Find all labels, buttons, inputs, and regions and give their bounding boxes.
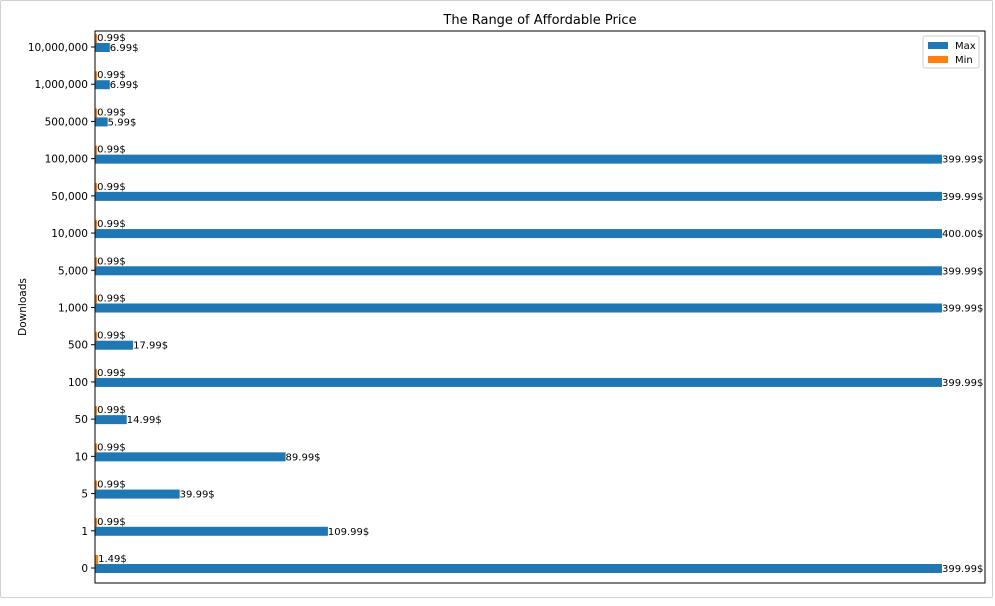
data-label-min: 0.99$ bbox=[97, 256, 126, 267]
bar-max bbox=[95, 340, 134, 350]
legend: Max Min bbox=[922, 35, 980, 69]
y-tick-label: 5,000 bbox=[58, 265, 88, 277]
y-tick-label: 50 bbox=[75, 414, 88, 426]
legend-swatch-max bbox=[928, 42, 948, 49]
data-label-min: 0.99$ bbox=[97, 145, 126, 156]
data-label-max: 39.99$ bbox=[180, 490, 215, 501]
y-tick-label: 1,000,000 bbox=[35, 79, 88, 91]
bar-min bbox=[95, 257, 98, 267]
y-tick-label: 10,000 bbox=[51, 228, 88, 240]
bar-max bbox=[95, 415, 127, 425]
data-label-min: 0.99$ bbox=[97, 405, 126, 416]
plot-border bbox=[94, 30, 986, 584]
legend-label-min: Min bbox=[955, 55, 973, 66]
bar-max bbox=[95, 266, 942, 276]
data-label-max: 14.99$ bbox=[127, 415, 162, 426]
y-tick-label: 10,000,000 bbox=[28, 42, 88, 54]
data-label-max: 399.99$ bbox=[942, 155, 983, 166]
bar-min bbox=[95, 443, 98, 453]
bar-min bbox=[95, 145, 98, 155]
data-label-min: 0.99$ bbox=[97, 294, 126, 305]
bar-min bbox=[95, 294, 98, 304]
y-tick-label: 0 bbox=[81, 563, 88, 575]
bar-max bbox=[95, 229, 942, 239]
bar-min bbox=[95, 71, 98, 81]
data-label-max: 17.99$ bbox=[133, 341, 168, 352]
y-tick-label: 100 bbox=[68, 377, 88, 389]
data-label-min: 0.99$ bbox=[97, 107, 126, 118]
data-label-min: 0.99$ bbox=[97, 70, 126, 81]
data-labels-layer: 399.99$ 1.49$ 109.99$ 0.99$ 39.99$ 0.99$ 89.99… bbox=[97, 33, 983, 575]
data-label-max: 5.99$ bbox=[108, 117, 137, 128]
bar-max bbox=[95, 526, 328, 536]
data-label-max: 6.99$ bbox=[110, 43, 139, 54]
bar-min bbox=[95, 34, 98, 43]
data-label-max: 399.99$ bbox=[942, 266, 983, 277]
y-tick-label: 5 bbox=[81, 489, 88, 501]
bar-max bbox=[95, 191, 942, 201]
bar-max bbox=[95, 117, 108, 127]
data-label-min: 0.99$ bbox=[97, 33, 126, 44]
data-label-min: 0.99$ bbox=[97, 368, 126, 379]
bars-layer bbox=[95, 34, 942, 573]
chart-title: The Range of Affordable Price bbox=[442, 13, 636, 28]
data-label-max: 399.99$ bbox=[942, 564, 983, 575]
y-tick-label: 50,000 bbox=[51, 191, 88, 203]
data-label-max: 399.99$ bbox=[942, 378, 983, 389]
bar-max bbox=[95, 377, 942, 387]
data-label-min: 0.99$ bbox=[97, 331, 126, 342]
bar-max bbox=[95, 43, 110, 52]
data-label-max: 400.00$ bbox=[942, 229, 983, 240]
bar-min bbox=[95, 331, 98, 341]
legend-label-max: Max bbox=[955, 41, 976, 52]
bar-max bbox=[95, 154, 942, 164]
y-axis-label: Downloads bbox=[17, 278, 29, 336]
bar-max bbox=[95, 303, 942, 313]
bar-max bbox=[95, 452, 286, 462]
bar-min bbox=[95, 480, 98, 490]
data-label-min: 0.99$ bbox=[97, 480, 126, 491]
data-label-max: 399.99$ bbox=[942, 304, 983, 315]
y-ticks-layer: 0 1 5 10 50 100 500 1,000 5,000 10,000 50,000 100,0… bbox=[28, 42, 95, 575]
bar-max bbox=[95, 564, 942, 573]
y-tick-label: 100,000 bbox=[45, 154, 88, 166]
data-label-min: 0.99$ bbox=[97, 182, 126, 193]
bar-max bbox=[95, 489, 180, 499]
y-tick-label: 10 bbox=[75, 451, 88, 463]
data-label-max: 6.99$ bbox=[110, 80, 139, 91]
bar-min bbox=[95, 406, 98, 416]
bar-min bbox=[95, 555, 99, 564]
bar-min bbox=[95, 182, 98, 192]
bar-min bbox=[95, 368, 98, 378]
legend-swatch-min bbox=[928, 56, 948, 63]
data-label-min: 1.49$ bbox=[98, 554, 127, 565]
y-tick-label: 1,000 bbox=[58, 303, 88, 315]
data-label-max: 399.99$ bbox=[942, 192, 983, 203]
bar-max bbox=[95, 80, 110, 90]
data-label-min: 0.99$ bbox=[97, 442, 126, 453]
data-label-min: 0.99$ bbox=[97, 517, 126, 528]
bar-min bbox=[95, 108, 98, 118]
data-label-max: 89.99$ bbox=[286, 452, 321, 463]
bar-min bbox=[95, 220, 98, 230]
data-label-max: 109.99$ bbox=[328, 527, 369, 538]
data-label-min: 0.99$ bbox=[97, 219, 126, 230]
y-tick-label: 500 bbox=[68, 340, 88, 352]
y-tick-label: 1 bbox=[81, 526, 88, 538]
y-tick-label: 500,000 bbox=[45, 116, 88, 128]
bar-min bbox=[95, 517, 98, 527]
